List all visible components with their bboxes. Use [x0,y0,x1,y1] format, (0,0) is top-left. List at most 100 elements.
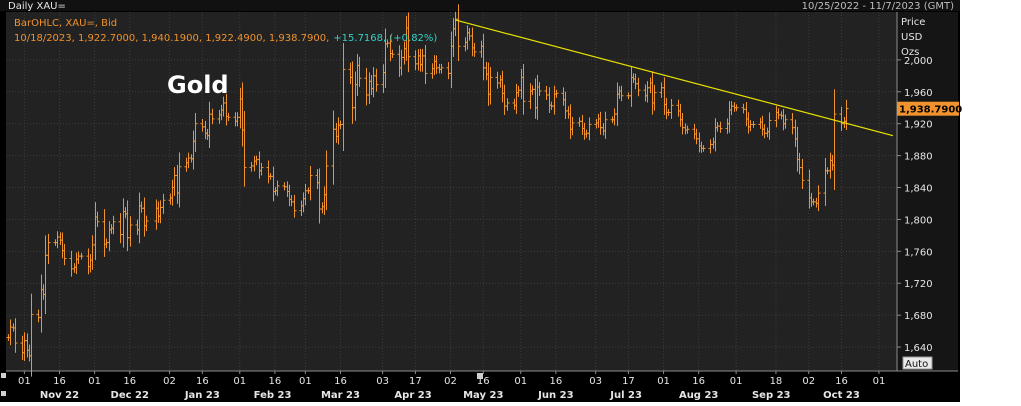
x-tick-label: 17 [622,376,635,387]
ohlc-bar [259,162,264,176]
x-month-label: Jul 23 [609,390,642,401]
x-month-label: Oct 23 [823,390,860,401]
ohlc-bar [488,67,493,105]
legend-ohlc-values: 10/18/2023, 1,922.7000, 1,940.1900, 1,92… [14,33,329,44]
legend-series: BarOHLC, XAU=, Bid [14,18,117,29]
x-tick-label: 16 [549,376,562,387]
ohlc-bar [537,81,542,97]
auto-button[interactable] [902,356,933,370]
ohlc-bar [308,165,313,201]
x-tick-label: 01 [88,376,101,387]
ohlc-bar [62,243,67,266]
ohlc-bar [406,12,411,73]
x-month-label: May 23 [463,390,503,401]
ohlc-bars [6,4,849,377]
ohlc-bar [161,193,166,214]
ohlc-bar [800,158,805,190]
y-tick-label: 2,000 [904,56,933,67]
x-tick-label: 02 [802,376,815,387]
ohlc-bar [128,216,133,247]
x-tick-label: 01 [233,376,246,387]
ohlc-bar [275,180,280,197]
ohlc-bar [374,68,379,92]
ohlc-bar [718,121,723,133]
auto-button-group[interactable]: Auto [902,356,933,370]
x-tick-label: 01 [514,376,527,387]
ohlc-bar [46,233,51,265]
x-tick-label: 01 [730,376,743,387]
ohlc-bar [783,114,788,129]
ohlc-bar [29,293,34,377]
x-tick-label: 16 [196,376,209,387]
x-tick-label: 18 [770,376,783,387]
y-tick-label: 1,720 [904,279,933,290]
ohlc-bar [79,252,84,260]
ohlc-bar [652,84,657,111]
ohlc-bar [210,108,215,125]
ohlc-bar [341,42,346,151]
x-month-label: Feb 23 [254,390,292,401]
x-month-label: Jan 23 [184,390,220,401]
scroll-handle-left[interactable] [1,373,6,378]
ohlc-bar [619,85,624,102]
gold-label: Gold [167,71,229,99]
ohlc-bar [505,98,510,111]
y-tick-label: 1,960 [904,88,933,99]
ohlc-bar [390,49,395,58]
ohlc-bar [144,215,149,232]
x-month-label: Dec 22 [111,390,149,401]
y-axis: 1,640 1,680 1,720 1,760 1,800 1,840 1,880 1,920… [897,56,933,354]
ohlc-bar [472,42,477,57]
ohlc-bar [13,318,18,353]
y-tick-label: 1,640 [904,343,933,354]
ohlc-bar [685,125,690,134]
x-tick-label: 03 [376,376,389,387]
ohlc-bar [439,63,444,74]
axis-header-unit: Ozs [901,47,919,58]
ohlc-bar [701,145,706,152]
x-month-label: Sep 23 [752,390,791,401]
ohlc-bar [751,121,756,128]
y-tick-label: 1,800 [904,215,933,226]
x-month-label: Nov 22 [40,390,79,401]
ohlc-bar [832,89,837,190]
ohlc-bar [587,117,592,141]
ohlc-bar [226,112,231,121]
last-price-box [897,101,959,116]
x-axis: 01 16 01 16 02 16 01 16 01 16 03 17 02 16 01 16 03 17 01 16… [18,371,885,401]
ohlc-bar [193,112,198,152]
title-bar [0,0,960,11]
last-price-marker: 1,938.7900 [897,101,962,116]
x-tick-label: 16 [692,376,705,387]
x-tick-label: 16 [835,376,848,387]
axis-header-price: Price [901,17,925,28]
x-tick-label: 01 [657,376,670,387]
ohlc-bar [816,185,821,212]
ohlc-bar [570,116,575,136]
ohlc-bar [177,152,182,208]
x-month-label: Apr 23 [394,390,431,401]
date-range: 10/25/2022 - 11/7/2023 (GMT) [802,1,954,12]
ohlc-bar [669,98,674,119]
ohlc-bar [423,45,428,85]
trendline [455,19,894,137]
scroll-thumb[interactable] [477,373,483,379]
y-tick-label: 1,920 [904,120,933,131]
ohlc-bar [357,56,362,87]
ohlc-bar [292,194,297,218]
x-tick-label: 01 [299,376,312,387]
x-tick-label: 16 [123,376,136,387]
y-tick-label: 1,680 [904,311,933,322]
x-tick-label: 02 [444,376,457,387]
scroll-handle-left-bottom[interactable] [1,391,6,396]
x-tick-label: 16 [53,376,66,387]
legend-change: +15.7168, (+0.82%) [333,33,437,44]
ohlc-bar [603,111,608,139]
x-tick-label: 16 [269,376,282,387]
ohlc-bar [767,112,772,140]
ohlc-bar [734,104,739,112]
auto-button-label: Auto [905,359,928,370]
x-tick-label: 01 [873,376,886,387]
ohlc-bar [95,211,100,228]
x-tick-label: 02 [163,376,176,387]
